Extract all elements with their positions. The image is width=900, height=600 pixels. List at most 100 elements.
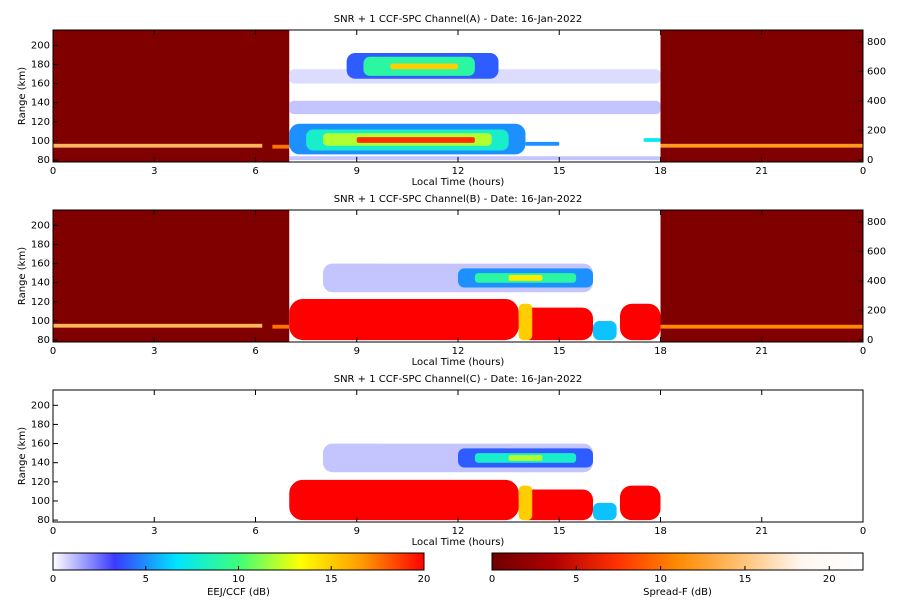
y2-tick-label: 600 bbox=[867, 66, 886, 77]
colorbar-tick-label: 20 bbox=[823, 574, 836, 585]
y-tick-label: 100 bbox=[31, 496, 50, 507]
heatmap bbox=[289, 443, 661, 521]
colorbar bbox=[491, 552, 864, 571]
colorbar-tick-label: 10 bbox=[232, 574, 245, 585]
y-tick-label: 120 bbox=[31, 297, 50, 308]
x-axis-label: Local Time (hours) bbox=[412, 537, 505, 548]
y-tick-label: 180 bbox=[31, 419, 50, 430]
x-tick-label: 6 bbox=[252, 526, 258, 537]
y2-tick-label: 800 bbox=[867, 217, 886, 228]
x-axis-label: Local Time (hours) bbox=[412, 177, 505, 188]
colorbar-tick-label: 5 bbox=[573, 574, 579, 585]
colorbar-tick-label: 10 bbox=[654, 574, 667, 585]
y-tick-label: 100 bbox=[31, 316, 50, 327]
y2-tick-label: 600 bbox=[867, 246, 886, 257]
spread-f-patch bbox=[53, 210, 290, 342]
y-tick-label: 80 bbox=[37, 155, 50, 166]
x-tick-label: 18 bbox=[654, 166, 667, 177]
eej-patch bbox=[508, 455, 543, 461]
eej-patch bbox=[518, 485, 533, 521]
x-tick-label: 9 bbox=[354, 526, 360, 537]
y-axis-label: Range (km) bbox=[17, 67, 28, 125]
colorbar-label: Spread-F (dB) bbox=[643, 587, 712, 598]
spread-f-patch bbox=[53, 30, 290, 162]
y-tick-label: 180 bbox=[31, 59, 50, 70]
x-tick-label: 12 bbox=[452, 166, 465, 177]
y2-tick-label: 800 bbox=[867, 37, 886, 48]
y-tick-label: 160 bbox=[31, 79, 50, 90]
x-tick-label: 0 bbox=[50, 166, 56, 177]
spread-f-patch bbox=[660, 30, 863, 162]
eej-patch bbox=[289, 298, 519, 341]
eej-patch bbox=[620, 303, 661, 341]
x-tick-label: 0 bbox=[50, 526, 56, 537]
x-tick-label: 15 bbox=[553, 346, 566, 357]
x-tick-label: 3 bbox=[151, 346, 157, 357]
y2-tick-label: 400 bbox=[867, 276, 886, 287]
eej-patch bbox=[289, 156, 661, 161]
y-tick-label: 100 bbox=[31, 136, 50, 147]
x-tick-label: 0 bbox=[860, 346, 866, 357]
heatmap bbox=[53, 30, 863, 162]
eej-patch bbox=[593, 320, 617, 341]
y-tick-label: 140 bbox=[31, 278, 50, 289]
spread-f-patch bbox=[660, 324, 863, 329]
x-tick-label: 12 bbox=[452, 526, 465, 537]
x-tick-label: 9 bbox=[354, 166, 360, 177]
y-axis-label: Range (km) bbox=[17, 427, 28, 485]
x-tick-label: 12 bbox=[452, 346, 465, 357]
eej-patch bbox=[518, 303, 533, 341]
colorbar-label: EEJ/CCF (dB) bbox=[207, 587, 270, 598]
eej-patch bbox=[518, 489, 593, 521]
eej-patch bbox=[518, 307, 593, 341]
eej-patch bbox=[508, 275, 543, 281]
y-tick-label: 160 bbox=[31, 439, 50, 450]
colorbar-tick-label: 0 bbox=[489, 574, 495, 585]
y-tick-label: 120 bbox=[31, 477, 50, 488]
y-tick-label: 120 bbox=[31, 117, 50, 128]
panel-title: SNR + 1 CCF-SPC Channel(C) - Date: 16-Ja… bbox=[334, 374, 583, 385]
x-tick-label: 21 bbox=[755, 166, 768, 177]
x-tick-label: 15 bbox=[553, 526, 566, 537]
y-tick-label: 200 bbox=[31, 220, 50, 231]
panel-title: SNR + 1 CCF-SPC Channel(B) - Date: 16-Ja… bbox=[334, 194, 582, 205]
colorbar-tick-label: 15 bbox=[739, 574, 752, 585]
eej-patch bbox=[289, 100, 661, 115]
panel-title: SNR + 1 CCF-SPC Channel(A) - Date: 16-Ja… bbox=[334, 14, 582, 25]
x-tick-label: 0 bbox=[860, 166, 866, 177]
x-tick-label: 18 bbox=[654, 346, 667, 357]
eej-patch bbox=[643, 138, 661, 142]
eej-patch bbox=[356, 137, 475, 143]
eej-patch bbox=[593, 502, 617, 521]
y-tick-label: 80 bbox=[37, 335, 50, 346]
x-tick-label: 6 bbox=[252, 346, 258, 357]
y2-tick-label: 0 bbox=[867, 335, 873, 346]
spread-f-patch bbox=[272, 144, 290, 149]
y-tick-label: 200 bbox=[31, 400, 50, 411]
colorbar-tick-label: 15 bbox=[325, 574, 338, 585]
eej-patch bbox=[390, 63, 458, 70]
colorbar-tick-label: 5 bbox=[143, 574, 149, 585]
y2-tick-label: 0 bbox=[867, 155, 873, 166]
y-axis-label: Range (km) bbox=[17, 247, 28, 305]
x-tick-label: 9 bbox=[354, 346, 360, 357]
x-axis-label: Local Time (hours) bbox=[412, 357, 505, 368]
eej-patch bbox=[289, 479, 519, 521]
x-tick-label: 0 bbox=[50, 346, 56, 357]
x-tick-label: 3 bbox=[151, 166, 157, 177]
y-tick-label: 80 bbox=[37, 515, 50, 526]
colorbar-tick-label: 0 bbox=[50, 574, 56, 585]
x-tick-label: 21 bbox=[755, 526, 768, 537]
spread-f-patch bbox=[660, 210, 863, 342]
x-tick-label: 3 bbox=[151, 526, 157, 537]
y2-tick-label: 200 bbox=[867, 125, 886, 136]
y-tick-label: 200 bbox=[31, 40, 50, 51]
y-tick-label: 140 bbox=[31, 98, 50, 109]
spread-f-patch bbox=[53, 143, 263, 148]
eej-patch bbox=[525, 141, 560, 146]
heatmap bbox=[53, 210, 863, 342]
x-tick-label: 18 bbox=[654, 526, 667, 537]
x-tick-label: 0 bbox=[860, 526, 866, 537]
spread-f-patch bbox=[53, 323, 263, 328]
